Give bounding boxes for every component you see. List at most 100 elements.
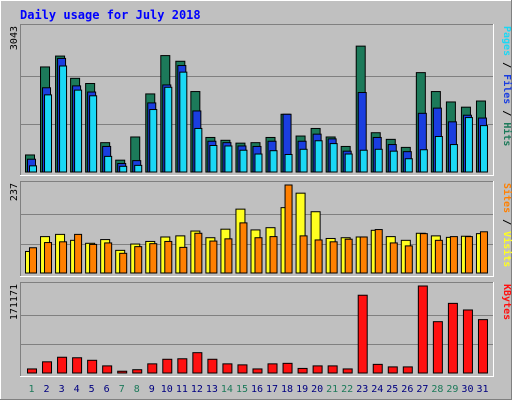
x-tick-label-day-12: 12 <box>191 384 203 395</box>
bar-sites-day-21 <box>329 241 338 274</box>
bar-pages-day-19 <box>299 148 308 173</box>
bar-pages-day-25 <box>389 150 398 173</box>
bar-kbytes-day-17 <box>267 363 278 374</box>
bar-pages-day-11 <box>179 71 188 173</box>
x-tick-label-day-27: 27 <box>416 384 428 395</box>
bar-sites-day-29 <box>449 236 458 274</box>
bar-kbytes-day-4 <box>72 357 83 374</box>
bar-sites-day-2 <box>44 242 53 274</box>
bar-pages-day-7 <box>119 165 128 173</box>
bar-pages-day-10 <box>164 86 173 173</box>
bar-kbytes-day-5 <box>87 359 98 374</box>
panel-top-legend-part-1: / <box>501 56 512 74</box>
bar-sites-day-5 <box>89 243 98 274</box>
bar-pages-day-30 <box>464 117 473 173</box>
bar-kbytes-day-15 <box>237 364 248 374</box>
panel-top-legend-part-3: / <box>501 104 512 122</box>
bar-kbytes-day-18 <box>282 362 293 374</box>
x-tick-label-day-9: 9 <box>149 384 155 395</box>
x-tick-label-day-14: 14 <box>221 384 233 395</box>
x-tick-label-day-21: 21 <box>326 384 338 395</box>
bar-sites-day-14 <box>224 238 233 274</box>
panel-top-legend-part-2: Files <box>501 74 512 104</box>
bar-pages-day-31 <box>479 125 488 173</box>
x-tick-label-day-31: 31 <box>476 384 488 395</box>
bar-kbytes-day-20 <box>312 365 323 374</box>
x-tick-label-day-7: 7 <box>119 384 125 395</box>
bar-pages-day-5 <box>89 95 98 173</box>
bar-kbytes-day-28 <box>432 321 443 374</box>
bar-sites-day-31 <box>479 231 488 274</box>
bar-sites-day-26 <box>404 245 413 274</box>
bar-kbytes-day-23 <box>357 294 368 374</box>
bar-sites-day-3 <box>59 241 68 274</box>
panel-top-legend-part-0: Pages <box>501 26 512 56</box>
panel-middle-ymax-label: 237 <box>9 183 20 201</box>
bar-pages-day-21 <box>329 143 338 173</box>
x-tick-label-day-22: 22 <box>341 384 353 395</box>
x-tick-label-day-29: 29 <box>446 384 458 395</box>
x-tick-label-day-5: 5 <box>89 384 95 395</box>
bar-kbytes-day-14 <box>222 363 233 374</box>
bar-sites-day-4 <box>74 233 83 274</box>
bar-kbytes-day-9 <box>147 363 158 374</box>
bar-pages-day-2 <box>44 94 53 173</box>
bar-kbytes-day-3 <box>57 356 68 374</box>
bar-pages-day-12 <box>194 127 203 173</box>
panel-middle-legend-label: Sites / Visits <box>501 183 512 267</box>
x-tick-label-day-26: 26 <box>401 384 413 395</box>
x-tick-label-day-25: 25 <box>386 384 398 395</box>
bar-kbytes-day-21 <box>327 365 338 374</box>
bar-sites-day-15 <box>239 222 248 274</box>
x-tick-label-day-11: 11 <box>176 384 188 395</box>
panel-bottom-legend-label: KBytes <box>501 284 512 320</box>
x-tick-label-day-1: 1 <box>29 384 35 395</box>
bar-sites-day-17 <box>269 236 278 274</box>
bar-pages-day-6 <box>104 155 113 173</box>
panel-bottom-area <box>20 282 494 377</box>
bar-kbytes-day-13 <box>207 358 218 374</box>
bar-sites-day-27 <box>419 233 428 274</box>
x-tick-label-day-3: 3 <box>59 384 65 395</box>
x-tick-label-day-15: 15 <box>236 384 248 395</box>
chart-title: Daily usage for July 2018 <box>20 8 201 22</box>
x-tick-label-day-8: 8 <box>134 384 140 395</box>
bar-sites-day-22 <box>344 238 353 274</box>
bar-sites-day-11 <box>179 246 188 274</box>
panel-top-ymax-label: 3043 <box>9 26 20 50</box>
bar-pages-day-1 <box>29 165 37 173</box>
x-tick-label-day-4: 4 <box>74 384 80 395</box>
bar-sites-day-30 <box>464 236 473 274</box>
bar-kbytes-day-22 <box>342 368 353 374</box>
bar-sites-day-6 <box>104 242 113 274</box>
bar-kbytes-day-24 <box>372 363 383 374</box>
bar-sites-day-20 <box>314 239 323 274</box>
bar-kbytes-day-7 <box>117 370 128 374</box>
bar-sites-day-24 <box>374 229 383 274</box>
bar-kbytes-day-19 <box>297 367 308 374</box>
bar-kbytes-day-10 <box>162 358 173 374</box>
panel-bottom-ymax-label: 171171 <box>9 284 20 320</box>
bar-sites-day-1 <box>29 247 37 274</box>
bar-sites-day-28 <box>434 239 443 274</box>
bar-pages-day-3 <box>59 65 68 173</box>
bar-pages-day-23 <box>359 149 368 173</box>
bar-sites-day-19 <box>299 235 308 274</box>
bar-kbytes-day-8 <box>132 369 143 374</box>
bar-kbytes-day-30 <box>462 309 473 374</box>
bar-kbytes-day-16 <box>252 368 263 374</box>
x-tick-label-day-13: 13 <box>206 384 218 395</box>
bar-pages-day-20 <box>314 140 323 173</box>
bar-pages-day-13 <box>209 144 218 173</box>
bar-sites-day-12 <box>194 232 203 274</box>
x-tick-label-day-6: 6 <box>104 384 110 395</box>
bar-kbytes-day-27 <box>417 285 428 374</box>
bar-pages-day-26 <box>404 158 413 173</box>
panel-middle-legend-part-0: Sites <box>501 183 512 213</box>
x-tick-label-day-17: 17 <box>266 384 278 395</box>
bar-pages-day-14 <box>224 145 233 173</box>
x-tick-label-day-16: 16 <box>251 384 263 395</box>
x-tick-label-day-10: 10 <box>161 384 173 395</box>
bar-kbytes-day-2 <box>42 361 53 374</box>
